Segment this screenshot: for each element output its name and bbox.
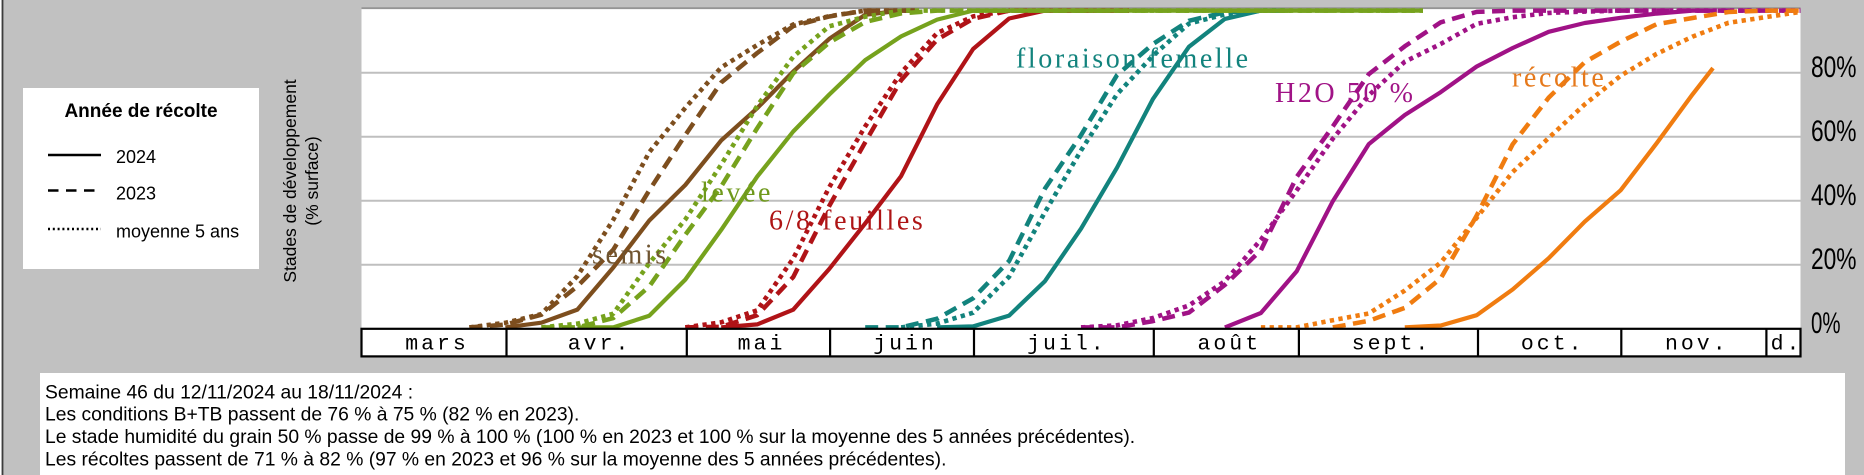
svg-text:2024: 2024 [116,147,156,167]
svg-text:Stades de développement: Stades de développement [280,79,300,282]
svg-text:sept.: sept. [1352,333,1432,357]
svg-text:Année de récolte: Année de récolte [64,101,217,122]
svg-text:nov.: nov. [1665,333,1729,357]
svg-text:Les récoltes passent de 71 % à: Les récoltes passent de 71 % à 82 % (97 … [45,450,946,471]
svg-text:mars: mars [405,333,469,357]
svg-text:6/8 feuilles: 6/8 feuilles [769,206,925,237]
svg-text:semis: semis [592,240,669,271]
svg-text:60%: 60% [1811,115,1857,148]
svg-text:oct.: oct. [1521,333,1585,357]
svg-text:Le stade humidité du grain 50: Le stade humidité du grain 50 % passe de… [45,427,1135,448]
svg-text:levée: levée [701,178,773,209]
svg-text:20%: 20% [1811,243,1857,276]
svg-text:avr.: avr. [568,333,632,357]
svg-text:H2O 50 %: H2O 50 % [1275,78,1416,109]
svg-text:40%: 40% [1811,179,1857,212]
svg-text:(% surface): (% surface) [302,136,322,225]
svg-text:Les conditions B+TB passent de: Les conditions B+TB passent de 76 % à 75… [45,405,579,426]
svg-text:juil.: juil. [1027,333,1107,357]
svg-text:récolte: récolte [1512,63,1606,94]
svg-text:juin: juin [873,333,937,357]
svg-text:2023: 2023 [116,183,156,203]
svg-text:Semaine 46 du 12/11/2024 au 18: Semaine 46 du 12/11/2024 au 18/11/2024 : [45,382,413,403]
svg-text:août: août [1197,333,1261,357]
svg-text:moyenne 5 ans: moyenne 5 ans [116,221,239,241]
svg-text:80%: 80% [1811,51,1857,84]
svg-text:mai: mai [738,333,786,357]
svg-text:floraison femelle: floraison femelle [1016,44,1251,75]
svg-text:d.: d. [1771,333,1803,357]
svg-text:0%: 0% [1811,307,1841,340]
